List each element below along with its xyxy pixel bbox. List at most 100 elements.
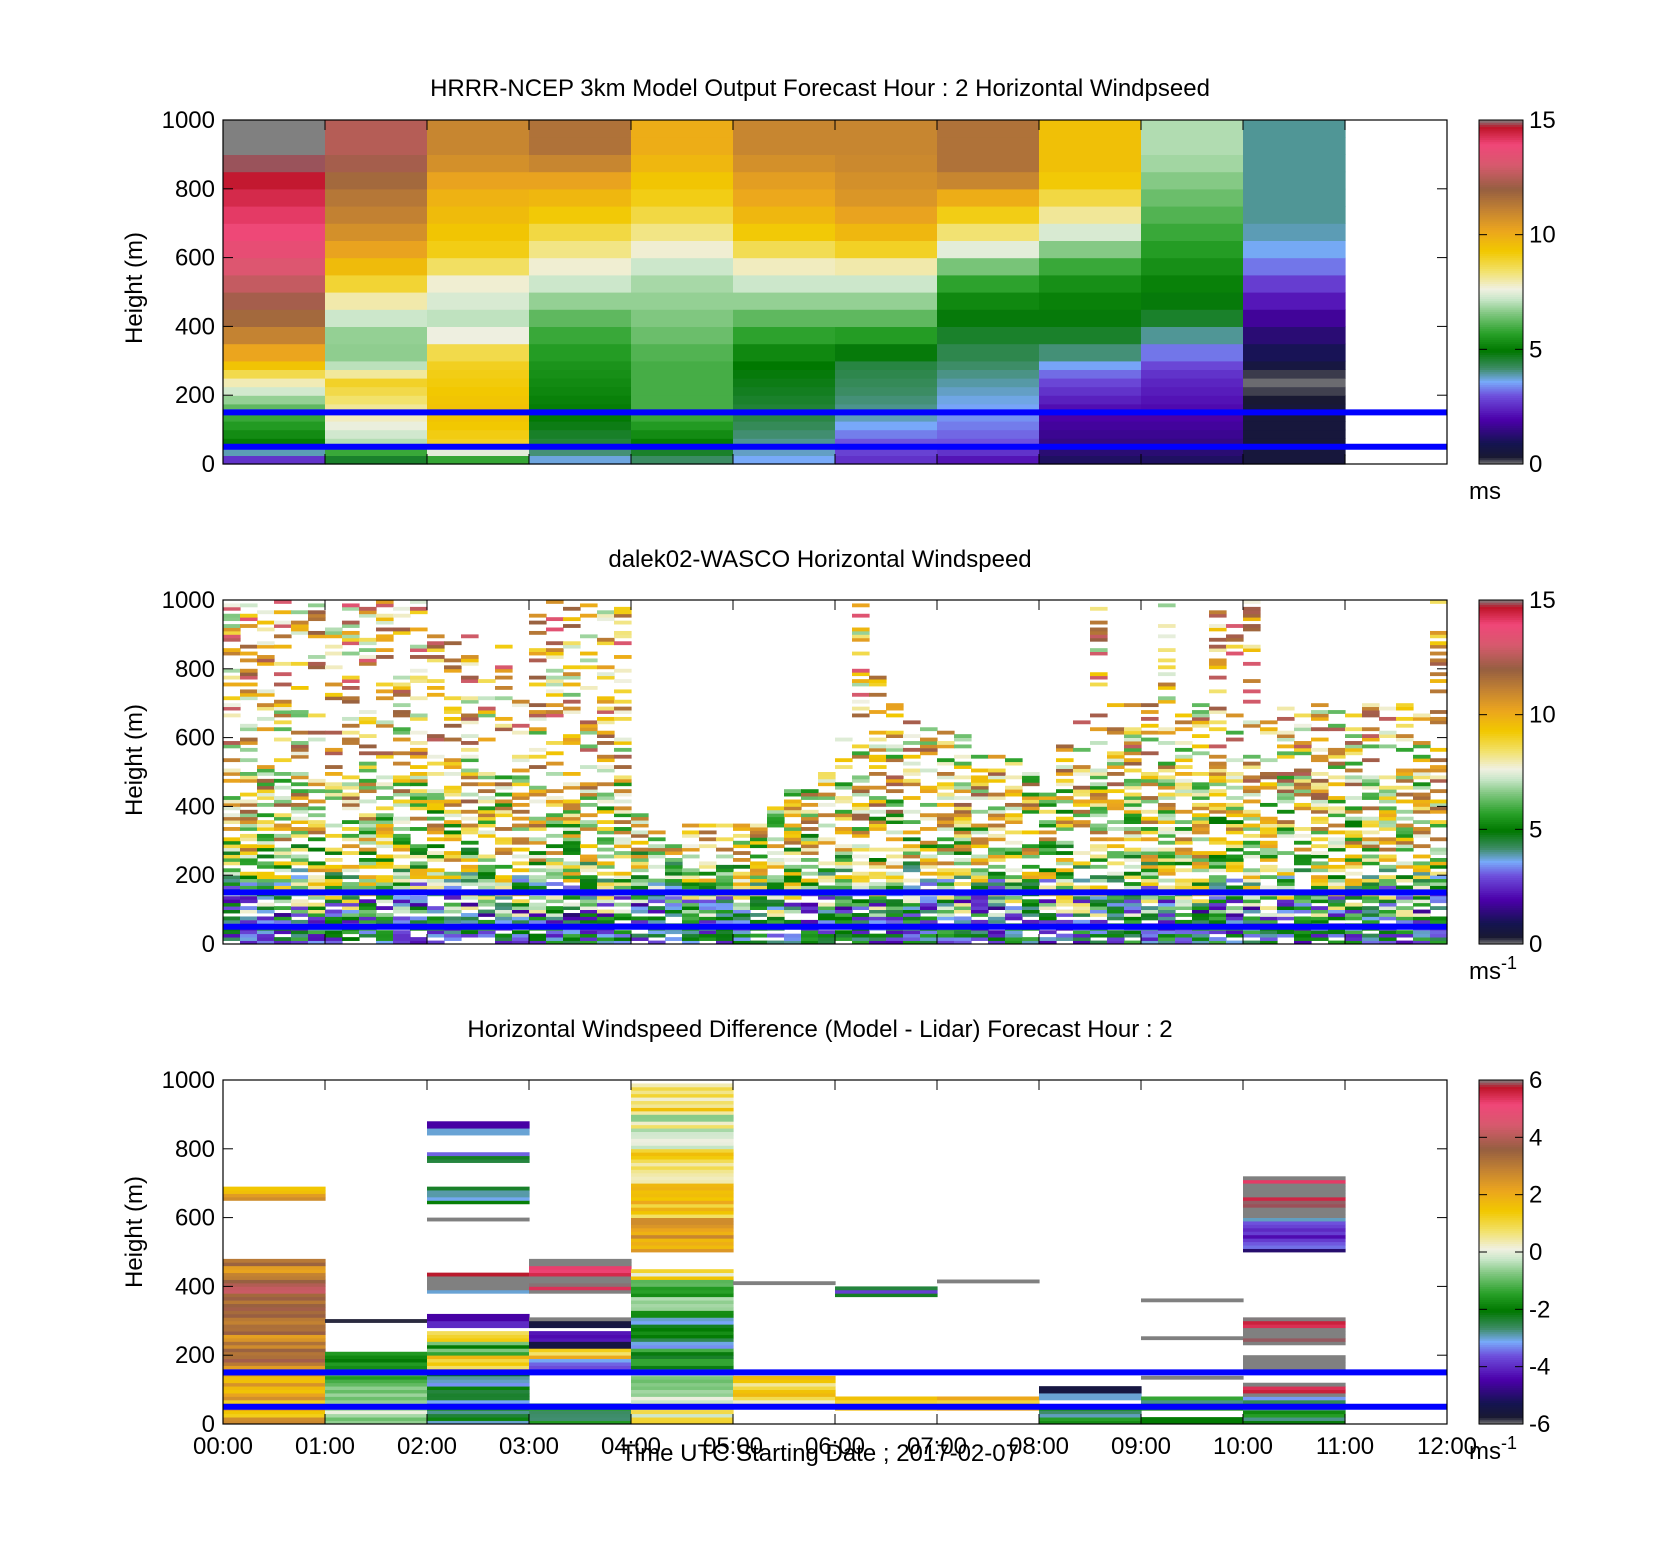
- heatmap-cell: [240, 937, 258, 941]
- heatmap-cell: [223, 1190, 326, 1194]
- heatmap-cell: [1243, 854, 1261, 859]
- heatmap-cell: [631, 1272, 734, 1277]
- heatmap-cell: [1039, 902, 1057, 907]
- heatmap-cell: [427, 809, 445, 814]
- colorbar-segment: [1479, 382, 1523, 386]
- colorbar-segment: [1479, 375, 1523, 379]
- heatmap-cell: [257, 782, 275, 787]
- heatmap-cell: [1141, 937, 1159, 941]
- colorbar-segment: [1479, 1135, 1523, 1139]
- x-tick-label: 08:00: [1009, 1433, 1069, 1460]
- heatmap-cell: [529, 703, 547, 708]
- heatmap-cell: [835, 813, 853, 818]
- heatmap-cell: [410, 600, 428, 604]
- heatmap-cell: [1039, 1420, 1142, 1425]
- heatmap-cell: [291, 661, 309, 666]
- heatmap-cell: [631, 1114, 734, 1119]
- heatmap-cell: [1311, 827, 1329, 831]
- heatmap-cell: [937, 154, 1040, 173]
- heatmap-cell: [1005, 847, 1023, 852]
- heatmap-cell: [1192, 723, 1210, 728]
- heatmap-cell: [1090, 809, 1108, 814]
- heatmap-cell: [937, 902, 955, 907]
- colorbar-segment: [1479, 384, 1523, 388]
- heatmap-cell: [376, 940, 394, 945]
- colorbar-segment: [1479, 1314, 1523, 1318]
- heatmap-cell: [359, 778, 377, 783]
- heatmap-cell: [529, 747, 547, 752]
- heatmap-cell: [1260, 840, 1278, 845]
- heatmap-cell: [648, 854, 666, 859]
- colorbar-segment: [1479, 1305, 1523, 1309]
- heatmap-cell: [291, 861, 309, 866]
- heatmap-cell: [223, 1282, 326, 1287]
- heatmap-cell: [631, 1121, 734, 1126]
- heatmap-cell: [903, 720, 921, 725]
- colorbar-segment: [1479, 1181, 1523, 1184]
- heatmap-cell: [597, 734, 615, 738]
- colorbar-segment: [1479, 126, 1523, 130]
- heatmap-cell: [1328, 885, 1346, 890]
- colorbar-segment: [1479, 167, 1523, 171]
- heatmap-cell: [1243, 689, 1261, 694]
- heatmap-cell: [461, 699, 479, 704]
- heatmap-cell: [495, 799, 513, 804]
- colorbar-segment: [1479, 615, 1523, 618]
- colorbar-segment: [1479, 289, 1523, 293]
- heatmap-cell: [1158, 868, 1176, 873]
- heatmap-cell: [546, 919, 564, 924]
- heatmap-cell: [1141, 188, 1244, 207]
- heatmap-cell: [835, 916, 853, 921]
- colorbar-segment: [1479, 330, 1523, 334]
- heatmap-cell: [631, 1338, 734, 1342]
- heatmap-cell: [1090, 854, 1108, 859]
- heatmap-cell: [563, 741, 581, 745]
- heatmap-cell: [257, 789, 275, 794]
- heatmap-cell: [529, 785, 547, 790]
- x-tick-label: 11:00: [1316, 1433, 1374, 1460]
- heatmap-cell: [1090, 772, 1108, 776]
- heatmap-cell: [1243, 627, 1261, 632]
- heatmap-cell: [1413, 919, 1431, 924]
- heatmap-cell: [1243, 1217, 1346, 1222]
- heatmap-cell: [359, 716, 377, 721]
- heatmap-cell: [529, 1289, 632, 1294]
- colorbar-segment: [1479, 279, 1523, 282]
- heatmap-cell: [512, 875, 530, 880]
- heatmap-cell: [835, 785, 853, 790]
- heatmap-cell: [1294, 833, 1312, 838]
- colorbar-segment: [1479, 1138, 1523, 1141]
- heatmap-cell: [359, 909, 377, 914]
- heatmap-cell: [1430, 847, 1448, 852]
- heatmap-cell: [1226, 796, 1244, 800]
- heatmap-cell: [1243, 600, 1261, 604]
- heatmap-cell: [257, 909, 275, 914]
- colorbar-segment: [1479, 307, 1523, 310]
- heatmap-cell: [1039, 120, 1142, 138]
- heatmap-cell: [750, 913, 768, 917]
- heatmap-cell: [1260, 885, 1278, 890]
- heatmap-cell: [223, 933, 241, 938]
- heatmap-cell: [274, 644, 292, 649]
- heatmap-cell: [1226, 840, 1244, 845]
- heatmap-cell: [308, 713, 326, 718]
- heatmap-cell: [835, 223, 938, 241]
- heatmap-cell: [1379, 940, 1397, 945]
- heatmap-cell: [1141, 274, 1244, 293]
- heatmap-cell: [1243, 765, 1261, 769]
- heatmap-cell: [240, 802, 258, 807]
- heatmap-cell: [1209, 851, 1227, 855]
- heatmap-cell: [546, 906, 564, 910]
- colorbar-segment: [1479, 713, 1523, 717]
- heatmap-cell: [393, 606, 411, 611]
- heatmap-cell: [937, 796, 955, 800]
- heatmap-cell: [427, 648, 445, 652]
- heatmap-cell: [920, 878, 938, 883]
- heatmap-cell: [529, 630, 547, 635]
- heatmap-cell: [1328, 933, 1346, 938]
- heatmap-cell: [1311, 737, 1329, 742]
- heatmap-cell: [682, 933, 700, 938]
- heatmap-cell: [699, 885, 717, 890]
- colorbar-segment: [1479, 414, 1523, 418]
- heatmap-cell: [614, 837, 632, 842]
